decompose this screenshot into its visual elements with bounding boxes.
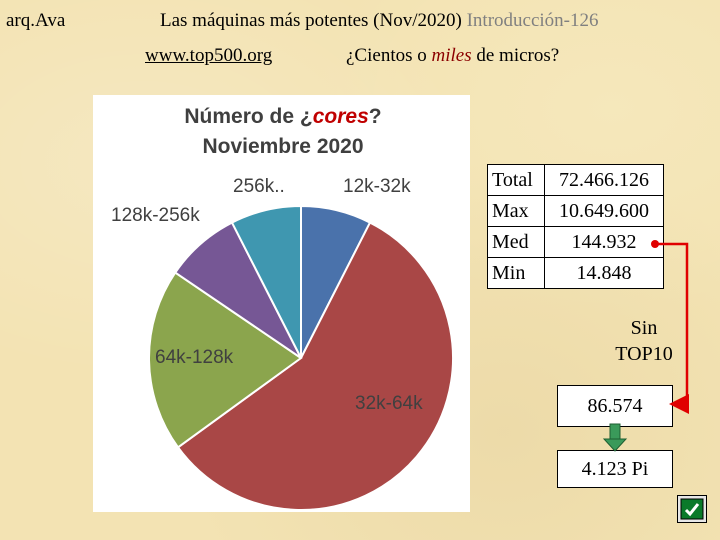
stats-label: Total (487, 164, 545, 196)
stats-value: 72.466.126 (544, 164, 664, 196)
source-link[interactable]: www.top500.org (145, 45, 273, 66)
green-down-arrow (602, 423, 628, 452)
median-without-top10-box: 86.574 (557, 385, 673, 427)
stats-row-min: Min 14.848 (487, 257, 664, 289)
chart-title-line2: Noviembre 2020 (202, 135, 363, 158)
question-pre: ¿Cientos o (346, 45, 432, 66)
question-emphasis: miles (431, 45, 472, 66)
stats-label: Min (487, 257, 545, 289)
title-main: Las máquinas más potentes (Nov/2020) (160, 10, 467, 31)
question-post: de micros? (471, 45, 560, 66)
pie-label: 128k-256k (111, 205, 200, 226)
pie-chart-panel: Número de ¿cores? Noviembre 2020 12k-32k… (93, 95, 470, 512)
pie-slice-64k-128k (148, 271, 303, 449)
stats-row-max: Max 10.649.600 (487, 195, 664, 227)
chart-title-line1: Número de ¿cores? (184, 105, 381, 128)
pie-chart: Número de ¿cores? Noviembre 2020 12k-32k… (111, 105, 454, 511)
pie-slice-32k-64k (176, 221, 454, 511)
stats-row-med: Med 144.932 (487, 226, 664, 258)
performance-box: 4.123 Pi (557, 450, 673, 488)
stats-row-total: Total 72.466.126 (487, 164, 664, 196)
stats-table: Total 72.466.126 Max 10.649.600 Med 144.… (487, 164, 664, 289)
sin-line2: TOP10 (615, 343, 673, 365)
slide-title: Las máquinas más potentes (Nov/2020) Int… (160, 10, 599, 32)
stats-value: 14.848 (544, 257, 664, 289)
sin-line1: Sin (630, 317, 658, 339)
sin-top10-label: Sin TOP10 (600, 315, 688, 367)
stats-label: Max (487, 195, 545, 227)
title-section: Introducción-126 (466, 10, 599, 31)
pie-label: 32k-64k (355, 393, 423, 414)
pie-label: 12k-32k (343, 176, 411, 197)
stats-value: 10.649.600 (544, 195, 664, 227)
stats-value: 144.932 (544, 226, 664, 258)
subtitle-question: ¿Cientos o miles de micros? (346, 45, 559, 67)
course-label: arq.Ava (6, 10, 66, 31)
pie-slice-256k (230, 204, 302, 359)
return-arrow-icon (680, 498, 704, 520)
return-arrow-button[interactable] (677, 495, 707, 523)
pie-label: 64k-128k (155, 347, 234, 368)
stats-label: Med (487, 226, 545, 258)
pie-label: 256k.. (233, 176, 285, 197)
